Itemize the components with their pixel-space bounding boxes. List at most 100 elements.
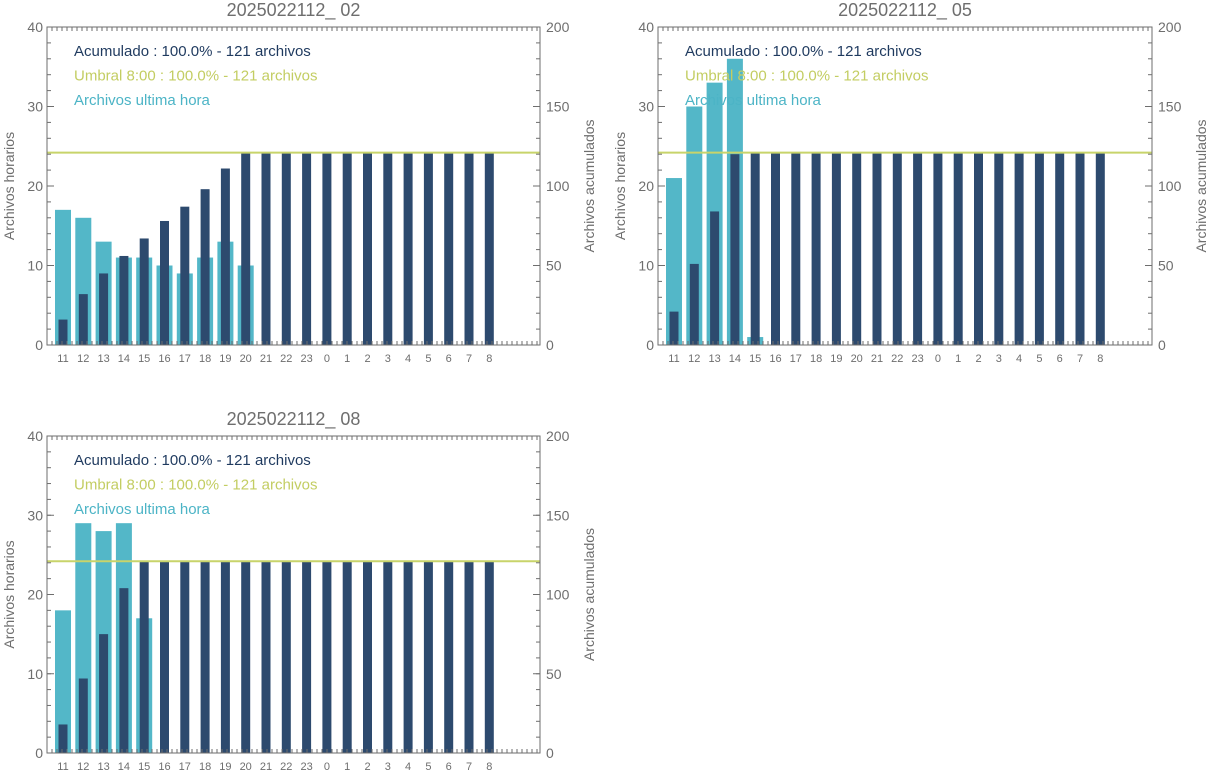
y-tick-label: 20 <box>27 178 43 194</box>
cumulative-bar <box>933 152 943 345</box>
x-tick-label: 23 <box>300 761 312 771</box>
x-tick-label: 8 <box>486 353 492 365</box>
y2-tick-label: 100 <box>1158 178 1182 194</box>
hourly-bar <box>55 610 71 753</box>
cumulative-bar <box>241 561 251 753</box>
x-tick-label: 2 <box>975 353 981 365</box>
y-tick-label: 0 <box>35 745 43 761</box>
y-axis-label: Archivos horarios <box>612 132 628 240</box>
cumulative-bar <box>261 561 271 753</box>
cumulative-bar <box>99 273 109 345</box>
cumulative-bar <box>464 152 474 345</box>
y-tick-label: 30 <box>27 99 43 115</box>
cumulative-bar <box>1075 152 1085 345</box>
cumulative-bar <box>220 561 230 753</box>
y-tick-label: 20 <box>27 587 43 603</box>
x-tick-label: 18 <box>199 353 211 365</box>
legend-entry: Archivos ultima hora <box>74 501 211 518</box>
cumulative-bar <box>689 263 699 345</box>
x-tick-label: 4 <box>405 761 411 771</box>
x-tick-label: 20 <box>240 761 252 771</box>
legend-entry: Archivos ultima hora <box>685 92 822 109</box>
cumulative-bar <box>200 561 210 753</box>
y-tick-label: 40 <box>27 19 43 35</box>
y2-axis-label: Archivos acumulados <box>581 528 597 661</box>
y-tick-label: 10 <box>27 666 43 682</box>
cumulative-bar <box>58 319 68 345</box>
cumulative-bar <box>913 152 923 345</box>
x-tick-label: 20 <box>240 353 252 365</box>
cumulative-bar <box>730 154 740 345</box>
x-tick-label: 3 <box>385 353 391 365</box>
cumulative-bar <box>363 561 372 753</box>
cumulative-bar <box>771 152 780 345</box>
cumulative-bar <box>1095 152 1105 345</box>
cumulative-bar <box>750 152 760 345</box>
x-tick-label: 19 <box>830 353 842 365</box>
cumulative-bar <box>872 152 882 345</box>
x-tick-label: 13 <box>97 353 109 365</box>
cumulative-bar <box>261 152 271 345</box>
legend-entry: Umbral 8:00 : 100.0% - 121 archivos <box>74 477 317 494</box>
x-tick-label: 6 <box>1057 353 1063 365</box>
x-tick-label: 21 <box>260 761 272 771</box>
x-tick-label: 23 <box>300 353 312 365</box>
x-tick-label: 20 <box>851 353 863 365</box>
cumulative-bar <box>953 152 963 345</box>
x-tick-label: 13 <box>97 761 109 771</box>
legend-entry: Umbral 8:00 : 100.0% - 121 archivos <box>685 68 928 85</box>
x-tick-label: 1 <box>344 761 350 771</box>
cumulative-bar <box>1055 152 1065 345</box>
x-tick-label: 22 <box>891 353 903 365</box>
x-tick-label: 0 <box>324 761 330 771</box>
legend-entry: Acumulado : 100.0% - 121 archivos <box>685 43 922 60</box>
legend-entry: Acumulado : 100.0% - 121 archivos <box>74 43 311 60</box>
x-tick-label: 6 <box>446 761 452 771</box>
cumulative-bar <box>160 561 169 753</box>
x-tick-label: 17 <box>179 761 191 771</box>
hourly-bar <box>55 209 71 345</box>
cumulative-bar <box>139 561 149 753</box>
y2-tick-label: 0 <box>546 745 554 761</box>
x-tick-label: 15 <box>138 353 150 365</box>
cumulative-bar <box>464 561 474 753</box>
cumulative-bar <box>1014 152 1024 345</box>
y2-tick-label: 150 <box>546 507 570 523</box>
cumulative-bar <box>994 152 1004 345</box>
cumulative-bar <box>58 724 68 753</box>
y2-tick-label: 100 <box>546 178 570 194</box>
chart-title: 2025022112_ 08 <box>227 409 361 430</box>
y-tick-label: 20 <box>638 178 654 194</box>
cumulative-bar <box>78 294 88 345</box>
cumulative-bar <box>484 561 494 753</box>
x-tick-label: 22 <box>280 761 292 771</box>
cumulative-bar <box>160 220 169 345</box>
y-tick-label: 0 <box>35 337 43 353</box>
cumulative-bar <box>139 238 149 345</box>
x-tick-label: 11 <box>57 761 68 771</box>
y-tick-label: 10 <box>638 258 654 274</box>
cumulative-bar <box>99 634 109 753</box>
x-tick-label: 11 <box>668 353 679 365</box>
cumulative-bar <box>119 588 129 753</box>
x-tick-label: 13 <box>708 353 720 365</box>
cumulative-bar <box>322 152 332 345</box>
x-tick-label: 1 <box>955 353 961 365</box>
x-tick-label: 4 <box>405 353 411 365</box>
cumulative-bar <box>831 152 841 345</box>
x-tick-label: 11 <box>57 353 68 365</box>
x-tick-label: 19 <box>219 761 231 771</box>
cumulative-bar <box>852 152 862 345</box>
x-tick-label: 7 <box>466 353 472 365</box>
cumulative-bar <box>811 152 821 345</box>
cumulative-bar <box>322 561 332 753</box>
x-tick-label: 15 <box>749 353 761 365</box>
y2-tick-label: 200 <box>1158 19 1182 35</box>
y2-axis-label: Archivos acumulados <box>1193 119 1206 252</box>
x-tick-label: 5 <box>425 353 431 365</box>
y2-tick-label: 50 <box>1158 258 1174 274</box>
x-tick-label: 18 <box>810 353 822 365</box>
